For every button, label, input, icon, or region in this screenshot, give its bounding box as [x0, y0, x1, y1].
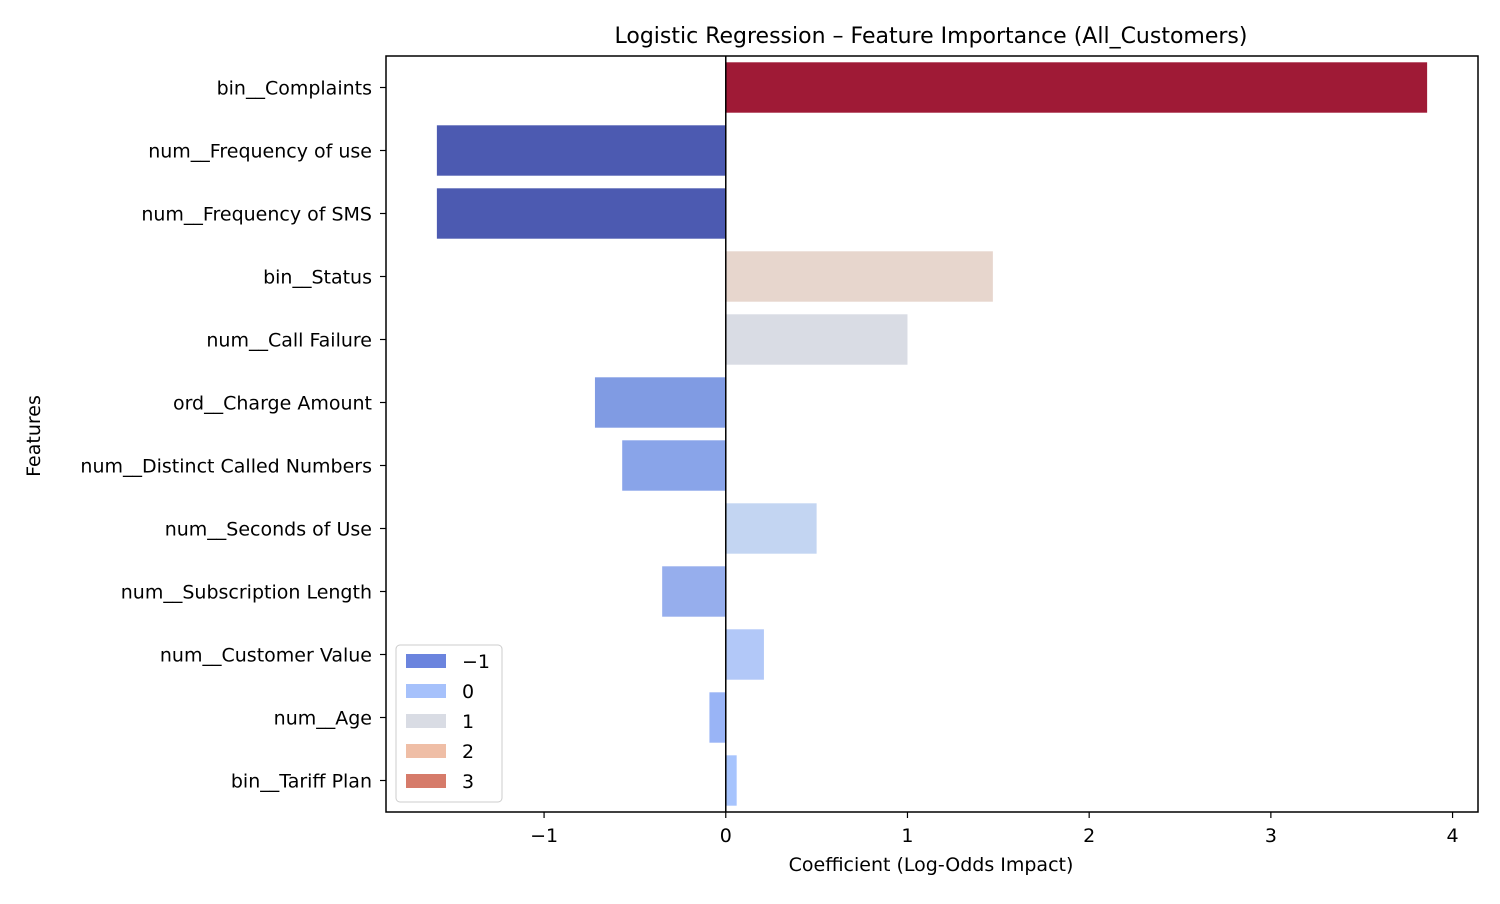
- legend-label: 0: [462, 681, 474, 703]
- y-tick-layer: bin__Complaints num__Frequency of use num_…: [80, 78, 386, 793]
- legend-swatch: [406, 654, 446, 668]
- bar: [725, 755, 737, 806]
- plot-frame: [385, 55, 1479, 813]
- x-tick-label: 1: [901, 825, 913, 847]
- legend-label: 3: [462, 771, 474, 793]
- x-axis-label: Coefficient (Log-Odds Impact): [789, 854, 1074, 876]
- legend-label: 2: [462, 741, 474, 763]
- x-tick-label: 0: [720, 825, 732, 847]
- y-tick-label: num__Call Failure: [206, 330, 372, 352]
- legend: −1 0 1 2 3: [395, 644, 503, 803]
- bar: [594, 377, 726, 428]
- bar: [436, 188, 726, 239]
- x-tick-label: 4: [1447, 825, 1459, 847]
- legend-swatch: [406, 684, 446, 698]
- bars-layer: [436, 62, 1428, 806]
- legend-swatch: [406, 774, 446, 788]
- y-tick-label: num__Subscription Length: [121, 582, 372, 604]
- bar: [622, 440, 726, 491]
- x-tick-layer: −1 0 1 2 3 4: [530, 812, 1459, 847]
- y-tick-label: num__Age: [274, 708, 372, 730]
- bar: [725, 251, 993, 302]
- legend-swatch: [406, 744, 446, 758]
- x-tick-label: 2: [1083, 825, 1095, 847]
- bar: [662, 566, 726, 617]
- y-tick-label: num__Frequency of SMS: [141, 204, 372, 226]
- legend-label: 1: [462, 711, 474, 733]
- bar: [725, 62, 1428, 113]
- legend-label: −1: [462, 651, 490, 673]
- y-tick-label: ord__Charge Amount: [173, 393, 372, 415]
- x-tick-label: −1: [530, 825, 558, 847]
- y-tick-label: bin__Status: [263, 267, 372, 289]
- y-tick-label: bin__Complaints: [217, 78, 372, 100]
- y-axis-label: Features: [23, 395, 45, 477]
- y-tick-label: num__Frequency of use: [148, 141, 372, 163]
- x-tick-label: 3: [1265, 825, 1277, 847]
- y-tick-label: bin__Tariff Plan: [231, 771, 372, 793]
- bar: [709, 692, 726, 743]
- bar: [436, 125, 726, 176]
- bar: [725, 314, 908, 365]
- bar: [725, 629, 764, 680]
- y-tick-label: num__Seconds of Use: [165, 519, 372, 541]
- y-tick-label: num__Distinct Called Numbers: [80, 456, 372, 478]
- chart-title: Logistic Regression – Feature Importance…: [615, 24, 1248, 49]
- y-tick-label: num__Customer Value: [160, 645, 372, 667]
- bar: [725, 503, 817, 554]
- legend-swatch: [406, 714, 446, 728]
